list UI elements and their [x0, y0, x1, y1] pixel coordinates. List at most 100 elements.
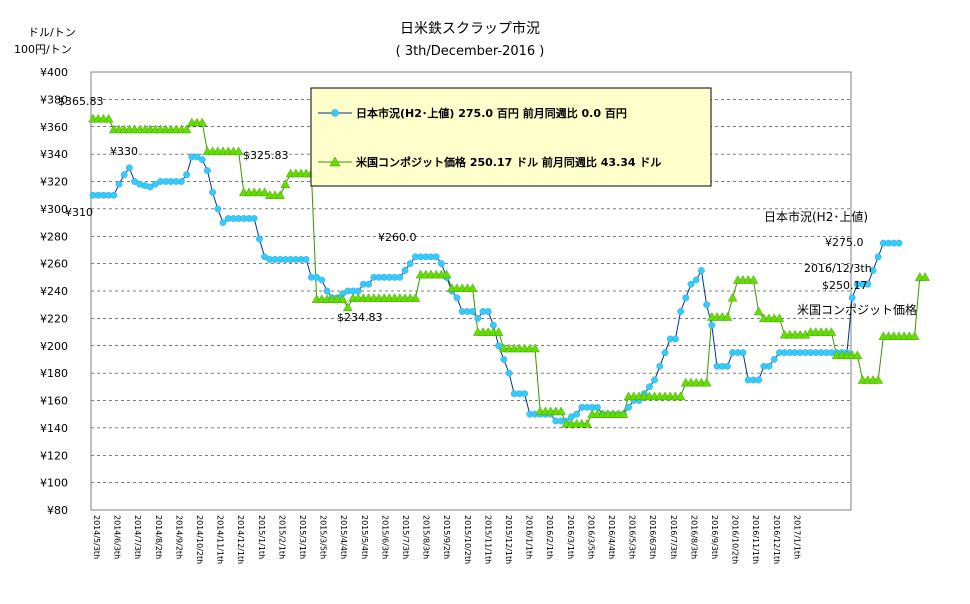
point-jp — [318, 276, 326, 284]
annotations: $365.83 ¥330 ¥310 $325.83 ¥260.0 $234.83… — [58, 95, 917, 324]
plot-area — [90, 71, 852, 511]
point-jp — [250, 215, 258, 222]
point-jp — [682, 294, 690, 302]
annotation-date: 2016/12/3th — [804, 262, 872, 275]
x-tick-label: 2016/3/5th — [586, 515, 595, 559]
point-jp — [365, 280, 372, 288]
x-tick-label: 2014/5/3th — [92, 515, 101, 559]
chart-title: 日米鉄スクラップ市況 — [400, 20, 540, 37]
x-tick-label: 2015/11/1th — [483, 515, 492, 564]
legend-marker-us — [329, 156, 341, 167]
point-jp — [469, 308, 476, 315]
point-jp — [848, 294, 856, 302]
x-tick-label: 2014/9/2th — [174, 515, 183, 559]
annotation-us-last: $250.17 — [822, 279, 868, 292]
point-jp — [183, 171, 191, 179]
point-us — [441, 269, 452, 279]
annotation-us-series-label: 米国コンポジット価格 — [797, 302, 917, 317]
point-us — [259, 187, 270, 197]
point-us — [618, 409, 629, 418]
x-tick-label: 2016/3/1th — [566, 515, 575, 559]
annotation-us-234: $234.83 — [337, 311, 383, 324]
point-us — [342, 302, 353, 312]
x-tick-label: 2015/2/1th — [277, 515, 286, 559]
point-jp — [401, 267, 409, 274]
point-us — [493, 327, 504, 336]
legend-label-jp: 日本市況(H2･上値) 275.0 百円 前月同週比 0.0 百円 — [356, 106, 627, 120]
point-jp — [219, 219, 227, 227]
point-us — [582, 418, 592, 428]
point-us — [467, 283, 478, 292]
x-tick-label: 2016/12/1th — [772, 515, 781, 564]
point-us — [337, 294, 348, 303]
x-tick-label: 2016/11/1th — [751, 515, 760, 564]
x-tick-label: 2015/10/2th — [463, 515, 472, 564]
point-us — [556, 406, 566, 416]
point-jp — [625, 403, 632, 411]
point-jp — [437, 260, 445, 267]
y-unit-label-jpy: 100円/トン — [14, 43, 72, 56]
y-tick-label: ¥120 — [40, 449, 68, 462]
y-tick-label: ¥360 — [40, 121, 68, 134]
y-tick-label: ¥400 — [40, 66, 68, 79]
point-us — [722, 312, 733, 321]
y-tick-label: ¥220 — [40, 312, 68, 325]
y-tick-label: ¥200 — [40, 340, 68, 353]
point-jp — [698, 267, 705, 274]
legend: 日本市況(H2･上値) 275.0 百円 前月同週比 0.0 百円 米国コンポジ… — [310, 87, 712, 187]
point-us — [748, 275, 759, 284]
point-us — [873, 375, 884, 384]
point-jp — [770, 355, 778, 363]
x-tick-label: 2015/1/1th — [257, 515, 266, 559]
point-us — [909, 331, 920, 340]
point-jp — [672, 335, 679, 343]
point-us — [530, 343, 540, 353]
point-jp — [765, 362, 773, 370]
y-tick-label: ¥260 — [40, 258, 68, 271]
point-us — [727, 292, 738, 302]
x-tick-label: 2017/1/1th — [792, 515, 801, 559]
point-jp — [500, 355, 508, 363]
point-jp — [214, 205, 222, 213]
x-tick-label: 2015/3/1th — [298, 515, 307, 559]
x-tick-label: 2015/3/5th — [319, 515, 328, 559]
x-tick-label: 2014/7/3th — [133, 515, 142, 559]
y-tick-label: ¥320 — [40, 176, 68, 189]
point-jp — [661, 349, 669, 356]
point-jp — [177, 178, 185, 185]
x-tick-label: 2015/7/3th — [401, 515, 410, 559]
point-jp — [869, 267, 877, 274]
point-jp — [755, 376, 762, 384]
y-axis: ¥80 ¥100 ¥120 ¥140 ¥160 ¥180 ¥200 ¥220 ¥240 ¥260 ¥… — [40, 66, 68, 517]
point-jp — [453, 294, 461, 302]
x-tick-label: 2016/4/4th — [607, 515, 616, 559]
point-jp — [432, 253, 440, 261]
point-jp — [302, 256, 310, 263]
x-tick-label: 2015/12/1th — [504, 515, 513, 564]
x-tick-label: 2014/8/2th — [154, 515, 163, 559]
point-jp — [125, 164, 133, 172]
point-jp — [396, 273, 404, 281]
annotation-jp-310: ¥310 — [65, 206, 93, 219]
point-jp — [323, 287, 331, 295]
point-jp — [209, 188, 217, 196]
x-tick-label: 2015/4/4th — [339, 515, 348, 559]
y-tick-label: ¥80 — [47, 504, 68, 517]
point-jp — [198, 156, 206, 164]
x-tick-label: 2014/6/3th — [113, 515, 122, 559]
x-tick-label: 2016/8/3th — [689, 515, 698, 559]
point-us — [197, 117, 208, 127]
legend-label-us: 米国コンポジット価格 250.17 ドル 前月同週比 43.34 ドル — [355, 155, 661, 169]
x-tick-label: 2014/10/2th — [195, 515, 204, 564]
point-us — [280, 179, 291, 188]
annotation-jp-series-label: 日本市況(H2･上値) — [764, 209, 868, 224]
point-us — [410, 293, 421, 302]
point-us — [826, 327, 837, 336]
y-unit-label-usd: ドル/トン — [28, 26, 76, 39]
x-axis: 2014/5/3th 2014/6/3th 2014/7/3th 2014/8/2th… — [92, 515, 801, 564]
y-tick-label: ¥180 — [40, 367, 68, 380]
y-tick-label: ¥100 — [40, 477, 68, 490]
annotation-us-high: $365.83 — [58, 95, 104, 108]
x-tick-label: 2015/9/2th — [442, 515, 451, 559]
